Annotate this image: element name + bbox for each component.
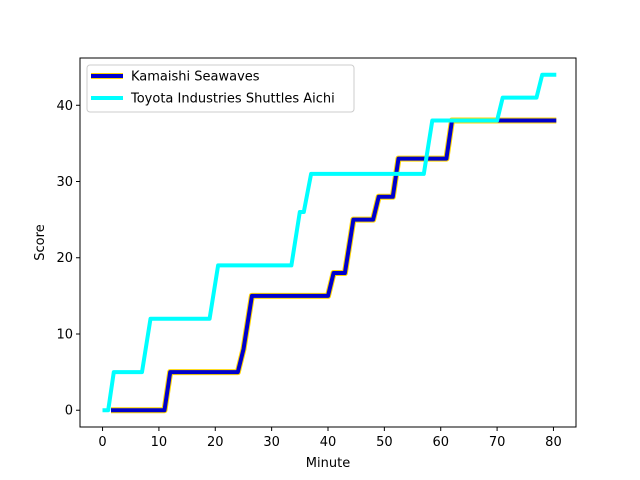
x-tick-label: 0 <box>98 435 106 450</box>
x-tick-label: 50 <box>376 435 393 450</box>
y-tick-label: 40 <box>56 99 73 114</box>
x-tick-label: 40 <box>320 435 337 450</box>
y-tick-label: 20 <box>56 251 73 266</box>
legend: Kamaishi Seawaves Toyota Industries Shut… <box>86 64 355 113</box>
y-tick-label: 0 <box>65 404 73 419</box>
plot-frame <box>79 57 577 428</box>
x-axis-ticks: 0 10 20 30 40 50 60 70 80 <box>98 427 562 450</box>
legend-box <box>86 64 355 113</box>
y-axis-ticks: 0 10 20 30 40 <box>56 99 80 419</box>
x-tick-label: 30 <box>263 435 280 450</box>
x-tick-label: 80 <box>545 435 562 450</box>
x-tick-label: 60 <box>432 435 449 450</box>
series-layer <box>102 72 557 414</box>
legend-label-kamaishi: Kamaishi Seawaves <box>131 70 260 85</box>
x-axis-label: Minute <box>306 456 350 471</box>
x-tick-label: 70 <box>489 435 506 450</box>
x-tick-label: 20 <box>207 435 224 450</box>
series-line-0 <box>111 118 557 413</box>
series-line-1 <box>102 72 557 413</box>
x-tick-label: 10 <box>151 435 168 450</box>
series-line-edge-0 <box>111 117 557 414</box>
y-axis-label: Score <box>33 224 48 260</box>
legend-label-toyota: Toyota Industries Shuttles Aichi <box>130 92 335 107</box>
y-tick-label: 30 <box>56 175 73 190</box>
y-tick-label: 10 <box>56 327 73 342</box>
